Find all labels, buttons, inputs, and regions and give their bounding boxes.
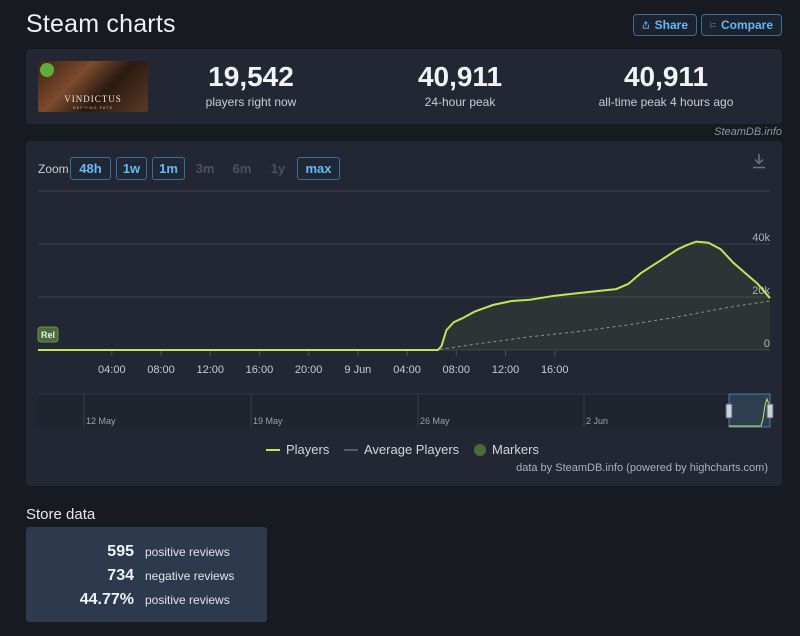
stat-value: 40,911 — [623, 61, 709, 92]
zoom-label: Zoom — [38, 162, 69, 176]
legend-markers-label: Markers — [492, 442, 539, 457]
compare-label: Compare — [720, 18, 773, 32]
x-tick-label: 20:00 — [295, 364, 323, 376]
stat-value: 19,542 — [208, 61, 294, 92]
legend-markers[interactable]: Markers — [474, 442, 539, 457]
stat-value: 40,911 — [417, 61, 503, 92]
zoom-6m-button: 6m — [232, 161, 252, 176]
share-button[interactable]: Share — [633, 14, 697, 36]
zoom-48h-button[interactable]: 48h — [70, 157, 111, 180]
stat-label: all-time peak 4 hours ago — [598, 95, 734, 109]
x-tick-label: 12:00 — [196, 364, 224, 376]
navigator-label: 12 May — [86, 416, 116, 426]
store-row: 734 negative reviews — [26, 567, 234, 585]
x-tick-label: 08:00 — [147, 364, 175, 376]
navigator[interactable]: 12 May 19 May 26 May 2 Jun — [38, 393, 774, 428]
y-tick-label: 0 — [764, 338, 770, 350]
stat-all-time-peak: 40,911 all-time peak 4 hours ago — [576, 61, 756, 109]
legend-average[interactable]: Average Players — [344, 442, 459, 457]
download-icon[interactable] — [752, 153, 766, 169]
legend-players[interactable]: Players — [266, 442, 329, 457]
legend-players-label: Players — [286, 442, 330, 457]
x-tick-label: 12:00 — [492, 364, 520, 376]
store-row: 44.77% positive reviews — [26, 591, 230, 609]
zoom-max-button[interactable]: max — [297, 157, 340, 180]
zoom-3m-button: 3m — [195, 161, 215, 176]
page-title: Steam charts — [26, 10, 176, 38]
new-badge-icon — [40, 63, 54, 77]
x-tick-label: 08:00 — [443, 364, 471, 376]
store-row: 595 positive reviews — [26, 543, 230, 561]
x-tick-label: 9 Jun — [344, 364, 371, 376]
x-tick-label: 16:00 — [246, 364, 274, 376]
players-line — [38, 240, 771, 351]
y-tick-label: 40k — [752, 232, 770, 244]
svg-text:1: 1 — [710, 22, 712, 26]
release-marker-label: Rel — [41, 330, 55, 340]
game-capsule-image[interactable]: VINDICTUS DEFYING FATE — [38, 61, 148, 112]
legend-players-swatch — [266, 448, 280, 451]
navigator-left-handle[interactable] — [725, 403, 733, 419]
store-label: positive reviews — [145, 593, 230, 607]
compare-icon: 1 2 — [710, 22, 716, 28]
chart-panel: Zoom 48h 1w 1m 3m 6m 1y max 020k40k 04:0… — [26, 141, 782, 486]
game-logo-subtitle: DEFYING FATE — [72, 105, 114, 110]
store-label: positive reviews — [145, 545, 230, 559]
steamdb-credit[interactable]: SteamDB.info — [714, 126, 782, 138]
release-marker[interactable]: Rel — [37, 326, 59, 343]
average-players-line — [38, 300, 771, 351]
x-tick-label: 04:00 — [393, 364, 421, 376]
legend-average-swatch — [344, 449, 358, 450]
navigator-right-handle[interactable] — [766, 403, 774, 419]
stats-panel: VINDICTUS DEFYING FATE 19,542 players ri… — [26, 49, 782, 124]
navigator-label: 2 Jun — [586, 416, 608, 426]
x-tick-label: 04:00 — [98, 364, 126, 376]
share-icon — [642, 21, 649, 29]
navigator-label: 26 May — [420, 416, 450, 426]
store-value: 734 — [107, 567, 134, 584]
game-logo: VINDICTUS — [64, 94, 122, 104]
store-data-panel: 595 positive reviews 734 negative review… — [26, 527, 267, 622]
stat-label: 24-hour peak — [424, 95, 496, 109]
stat-24h-peak: 40,911 24-hour peak — [370, 61, 550, 109]
svg-text:2: 2 — [710, 24, 712, 28]
store-value: 595 — [107, 543, 134, 560]
store-data-heading: Store data — [26, 506, 96, 523]
stat-players-now: 19,542 players right now — [161, 61, 341, 109]
zoom-1m-button[interactable]: 1m — [152, 157, 185, 180]
share-label: Share — [654, 18, 688, 32]
legend-average-label: Average Players — [364, 442, 460, 457]
players-area — [38, 241, 770, 350]
zoom-1y-button: 1y — [270, 161, 286, 176]
powered-by[interactable]: data by SteamDB.info (powered by highcha… — [516, 462, 768, 474]
navigator-label: 19 May — [253, 416, 283, 426]
legend-markers-swatch — [474, 443, 486, 456]
store-value: 44.77% — [79, 591, 134, 608]
store-label: negative reviews — [145, 569, 235, 583]
compare-button[interactable]: 1 2 Compare — [701, 14, 782, 36]
stat-label: players right now — [205, 95, 297, 109]
x-tick-label: 16:00 — [541, 364, 569, 376]
zoom-1w-button[interactable]: 1w — [116, 157, 147, 180]
